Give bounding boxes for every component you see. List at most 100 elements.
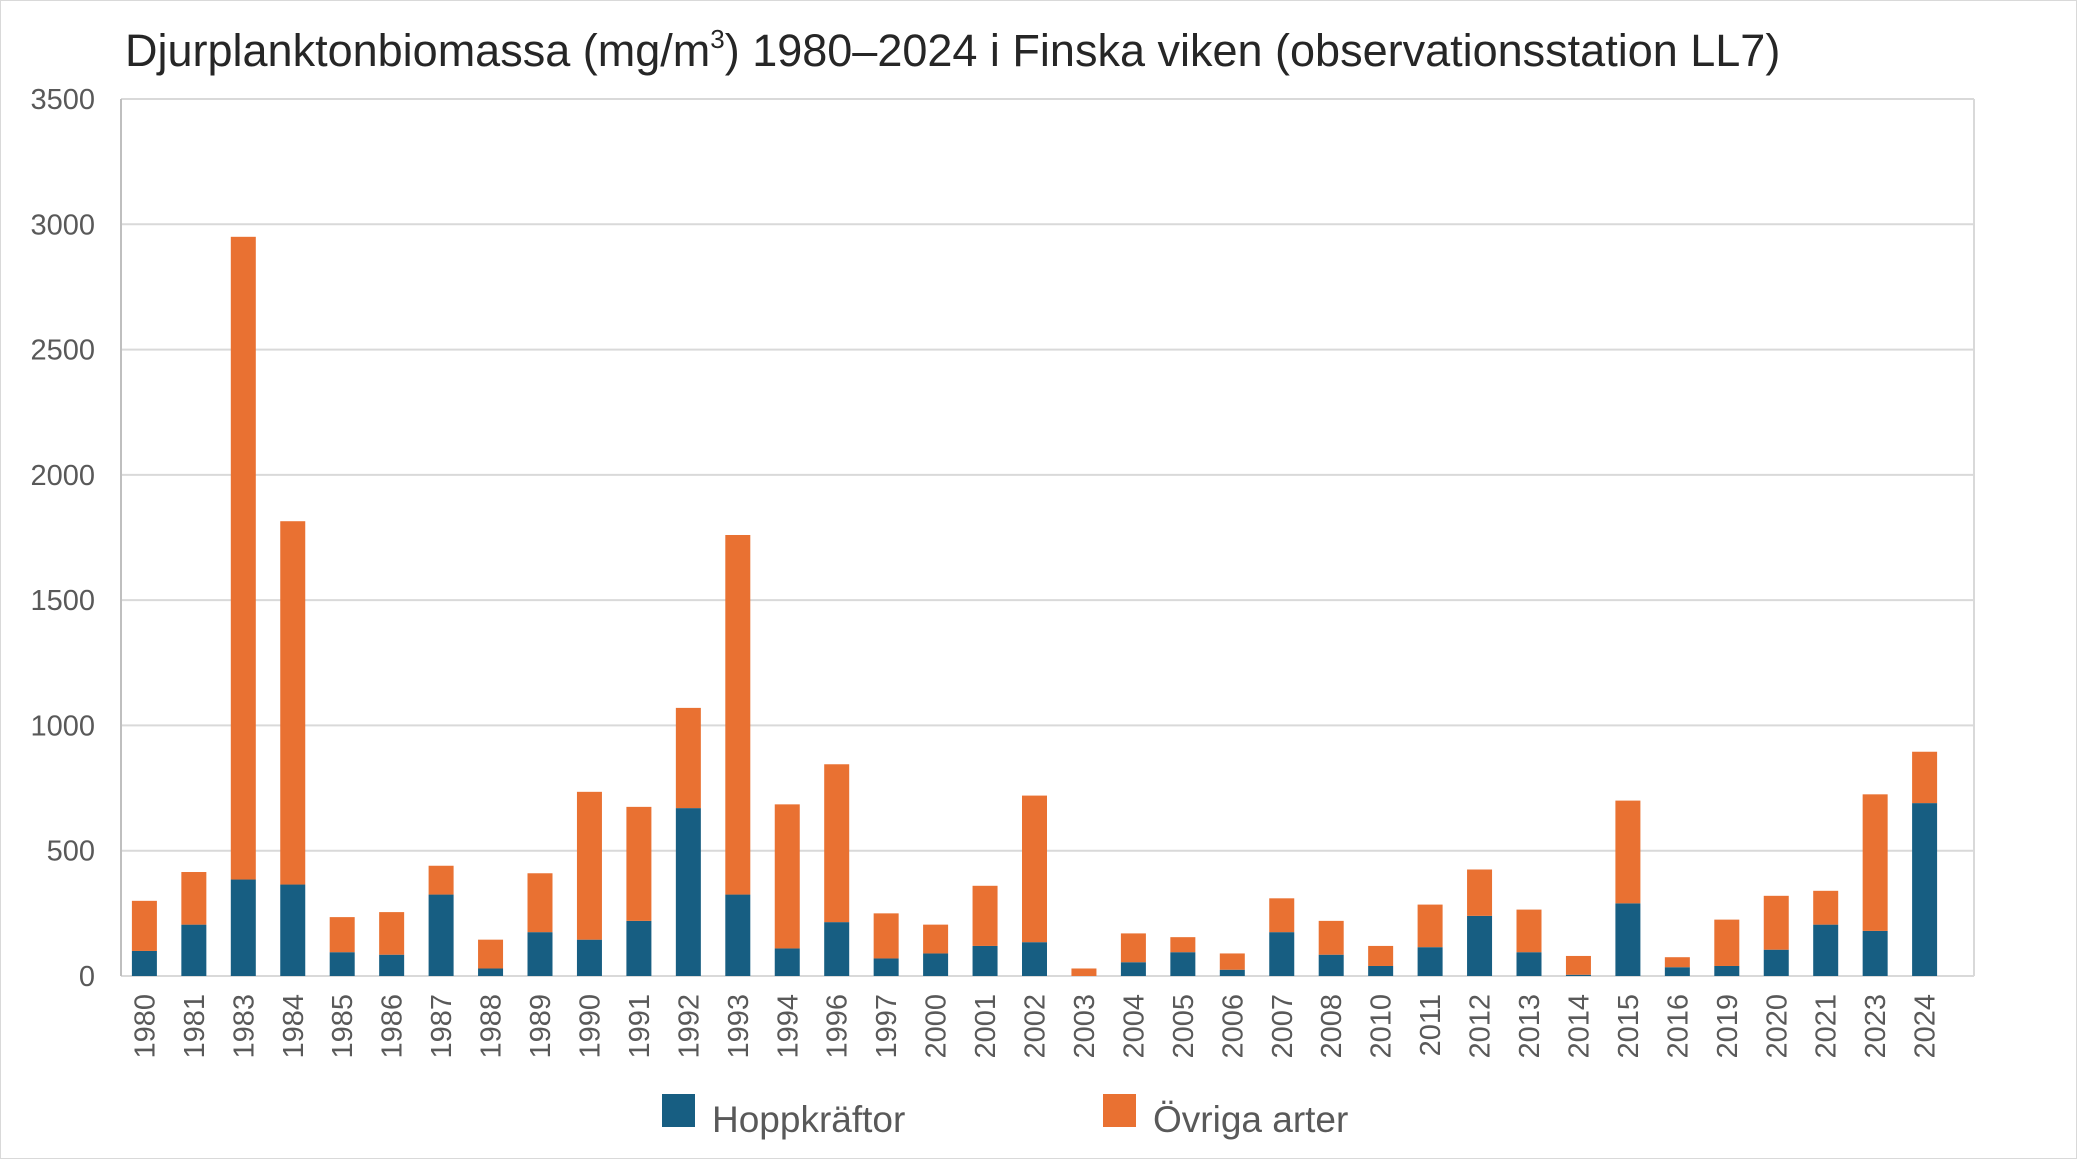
- x-tick-label: 2010: [1366, 994, 1398, 1059]
- title-superscript: 3: [710, 24, 724, 54]
- bar-hoppkraftor: [873, 958, 899, 976]
- bar-ovriga-arter: [428, 865, 454, 895]
- bar-ovriga-arter: [1120, 933, 1146, 963]
- bar-ovriga-arter: [181, 872, 207, 925]
- x-tick-label: 1994: [772, 994, 804, 1059]
- bar-ovriga-arter: [1071, 968, 1097, 976]
- bar-ovriga-arter: [576, 791, 602, 940]
- x-tick-label: 1989: [525, 994, 557, 1059]
- x-tick-label: 2020: [1761, 994, 1793, 1059]
- bar-hoppkraftor: [972, 945, 998, 976]
- bar-hoppkraftor: [824, 922, 850, 976]
- x-tick-label: 1984: [278, 994, 310, 1059]
- bar-hoppkraftor: [1120, 962, 1146, 976]
- x-tick-label: 1996: [822, 994, 854, 1059]
- x-tick-label: 2015: [1613, 994, 1645, 1059]
- bar-ovriga-arter: [972, 885, 998, 946]
- bar-hoppkraftor: [1912, 803, 1938, 976]
- bar-hoppkraftor: [1022, 942, 1047, 976]
- bar-ovriga-arter: [1368, 945, 1394, 966]
- y-tick-label: 3500: [30, 84, 95, 116]
- bar-hoppkraftor: [131, 950, 157, 976]
- x-tick-label: 2023: [1860, 994, 1892, 1059]
- bar-ovriga-arter: [1269, 898, 1295, 933]
- bar-ovriga-arter: [1219, 953, 1245, 970]
- bar-hoppkraftor: [280, 884, 306, 976]
- x-tick-label: 2000: [921, 994, 953, 1059]
- bar-hoppkraftor: [1714, 965, 1740, 976]
- bar-ovriga-arter: [1615, 800, 1641, 904]
- bar-hoppkraftor: [1467, 915, 1493, 976]
- x-tick-label: 2019: [1712, 994, 1744, 1059]
- bar-ovriga-arter: [131, 900, 157, 951]
- bar-hoppkraftor: [1516, 952, 1542, 976]
- chart-title: Djurplanktonbiomassa (mg/m3) 1980–2024 i…: [125, 24, 1780, 76]
- bar-ovriga-arter: [1417, 904, 1443, 948]
- legend-swatch: [662, 1094, 695, 1127]
- bar-hoppkraftor: [181, 924, 207, 976]
- x-tick-label: 1985: [327, 994, 359, 1059]
- y-tick-label: 2000: [30, 460, 95, 492]
- y-tick-label: 1000: [30, 710, 95, 742]
- bar-ovriga-arter: [1763, 895, 1789, 950]
- bar-ovriga-arter: [1022, 795, 1047, 943]
- x-tick-label: 1987: [426, 994, 458, 1059]
- title-rest: ) 1980–2024 i Finska viken (observations…: [725, 25, 1781, 76]
- title-main: Djurplanktonbiomassa (mg/m: [125, 25, 710, 76]
- bar-ovriga-arter: [1912, 751, 1938, 804]
- bar-ovriga-arter: [923, 924, 949, 954]
- legend-label: Övriga arter: [1153, 1099, 1348, 1140]
- x-tick-label: 1986: [377, 994, 409, 1059]
- x-tick-label: 2006: [1217, 994, 1249, 1059]
- bar-hoppkraftor: [1219, 969, 1245, 976]
- y-tick-label: 3000: [30, 209, 95, 241]
- x-tick-label: 2001: [970, 994, 1002, 1059]
- bar-hoppkraftor: [923, 953, 949, 976]
- x-tick-label: 1988: [476, 994, 508, 1059]
- bar-ovriga-arter: [675, 707, 701, 809]
- x-tick-label: 2008: [1316, 994, 1348, 1059]
- bar-ovriga-arter: [873, 913, 899, 959]
- x-tick-label: 2012: [1465, 994, 1497, 1059]
- bar-ovriga-arter: [1516, 909, 1542, 953]
- x-tick-label: 2007: [1267, 994, 1299, 1059]
- bar-ovriga-arter: [329, 917, 355, 953]
- bar-hoppkraftor: [1615, 903, 1641, 976]
- bar-ovriga-arter: [1467, 869, 1493, 916]
- bar-hoppkraftor: [1813, 924, 1839, 976]
- bar-ovriga-arter: [280, 521, 306, 885]
- bar-hoppkraftor: [1565, 974, 1591, 976]
- bar-hoppkraftor: [1269, 932, 1295, 976]
- bar-ovriga-arter: [1565, 955, 1591, 975]
- bar-ovriga-arter: [1862, 794, 1888, 931]
- bar-ovriga-arter: [1664, 957, 1690, 968]
- bar-hoppkraftor: [527, 932, 553, 976]
- bar-hoppkraftor: [379, 954, 405, 976]
- bar-hoppkraftor: [1664, 967, 1690, 976]
- bar-hoppkraftor: [1318, 954, 1344, 976]
- x-tick-label: 2014: [1563, 994, 1595, 1059]
- bar-ovriga-arter: [527, 873, 553, 933]
- x-tick-label: 1991: [624, 994, 656, 1059]
- bar-hoppkraftor: [725, 894, 751, 976]
- y-tick-label: 500: [47, 836, 95, 868]
- x-tick-label: 2013: [1514, 994, 1546, 1059]
- bar-hoppkraftor: [774, 948, 800, 976]
- bar-hoppkraftor: [675, 808, 701, 976]
- bar-ovriga-arter: [478, 939, 504, 969]
- bar-hoppkraftor: [1170, 952, 1196, 976]
- bar-hoppkraftor: [478, 968, 504, 976]
- x-tick-label: 1997: [871, 994, 903, 1059]
- bar-hoppkraftor: [626, 920, 652, 976]
- legend-label: Hoppkräftor: [712, 1099, 905, 1140]
- bar-ovriga-arter: [230, 236, 256, 880]
- bar-hoppkraftor: [428, 894, 454, 976]
- x-tick-label: 2004: [1118, 994, 1150, 1059]
- x-tick-label: 1993: [723, 994, 755, 1059]
- x-tick-label: 1981: [179, 994, 211, 1059]
- bar-ovriga-arter: [1714, 919, 1740, 966]
- bar-hoppkraftor: [329, 952, 355, 976]
- bar-hoppkraftor: [230, 879, 256, 976]
- bar-ovriga-arter: [626, 806, 652, 921]
